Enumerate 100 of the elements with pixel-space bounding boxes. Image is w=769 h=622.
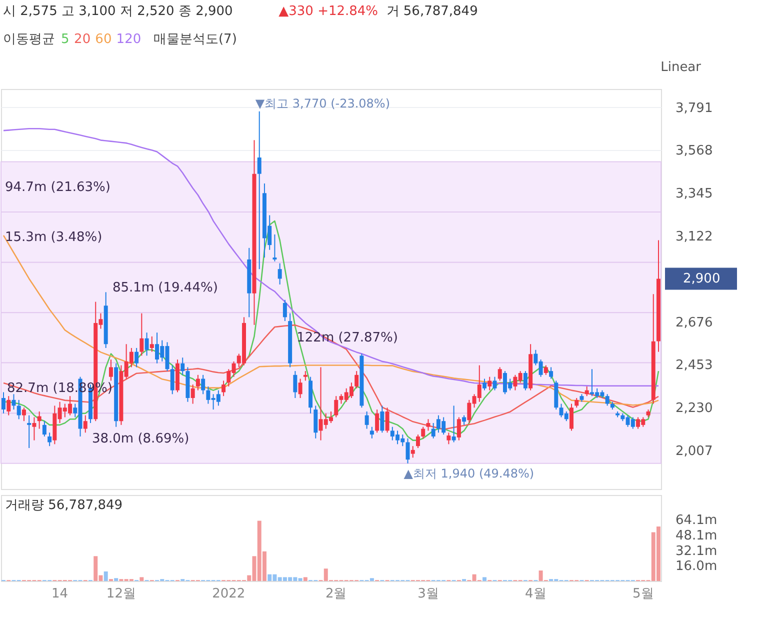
text: 60 xyxy=(95,32,112,47)
candlestick xyxy=(108,359,113,382)
x-tick-label: 3월 xyxy=(418,586,439,602)
candlestick xyxy=(150,336,154,352)
text: 거 56,787,849 xyxy=(386,4,478,19)
y-tick-label: 3,568 xyxy=(676,144,713,159)
candlestick xyxy=(282,299,287,322)
x-tick-label: 2022 xyxy=(212,586,246,602)
candlestick xyxy=(431,422,436,439)
text: 5 xyxy=(61,32,70,47)
candlestick xyxy=(12,394,16,410)
candlestick xyxy=(170,364,174,395)
y-tick-label: 2,676 xyxy=(676,315,713,330)
candlestick xyxy=(605,394,610,406)
candlestick xyxy=(278,262,282,285)
annotation: ▼최고 3,770 (-23.08%) xyxy=(255,96,390,110)
candlestick xyxy=(549,366,554,380)
candlestick xyxy=(426,418,430,432)
text: Linear xyxy=(660,60,702,75)
y-tick-label: 48.1m xyxy=(676,528,718,544)
candlestick xyxy=(16,399,21,420)
candlestick xyxy=(375,409,380,434)
y-tick-label: 3,122 xyxy=(676,229,713,244)
ref-line-label: 2,900 xyxy=(683,272,720,287)
candlestick xyxy=(293,370,298,398)
candlestick xyxy=(574,397,579,408)
x-tick-label: 2월 xyxy=(325,586,347,602)
text: ▲330 +12.84% xyxy=(278,4,378,19)
candlestick xyxy=(544,364,548,376)
candlestick xyxy=(144,332,149,356)
bar xyxy=(140,577,144,581)
candlestick xyxy=(22,407,26,422)
candlestick xyxy=(364,410,369,430)
bar xyxy=(482,577,487,581)
candlestick xyxy=(42,420,46,437)
text: 120 xyxy=(116,32,142,47)
x-tick-label: 4월 xyxy=(525,586,546,602)
candlestick xyxy=(37,410,42,430)
candlestick xyxy=(140,312,144,356)
candlestick xyxy=(462,414,466,426)
x-tick-label: 14 xyxy=(52,586,68,602)
candlestick xyxy=(354,370,359,389)
candlestick xyxy=(370,426,374,439)
candlestick xyxy=(32,416,36,441)
candlestick xyxy=(272,234,277,262)
candlestick xyxy=(498,366,502,382)
band-label: 94.7m (21.63%) xyxy=(5,180,110,195)
band-label: 38.0m (8.69%) xyxy=(92,431,190,446)
candlestick xyxy=(334,396,338,418)
y-tick-label: 2,453 xyxy=(676,358,713,374)
candlestick xyxy=(2,392,6,414)
candlestick xyxy=(201,374,206,395)
y-tick-label: 2,230 xyxy=(676,401,713,416)
candlestick xyxy=(385,407,390,434)
text: 20 xyxy=(74,32,91,47)
candlestick xyxy=(314,405,318,439)
candlestick xyxy=(196,374,200,391)
candlestick xyxy=(523,370,528,391)
candlestick xyxy=(134,347,139,368)
candlestick xyxy=(488,376,492,391)
y-tick-label: 64.1m xyxy=(676,513,718,528)
candlestick xyxy=(27,414,32,449)
candlestick xyxy=(180,357,185,376)
chart-title: 거래량 56,787,849 xyxy=(5,498,123,513)
y-tick-label: 2,007 xyxy=(676,444,713,460)
bar xyxy=(104,571,108,581)
candlestick xyxy=(83,414,88,434)
candlestick xyxy=(456,416,461,441)
candlestick xyxy=(410,446,415,458)
x-tick-label: 5월 xyxy=(632,586,654,602)
annotation: ▲최저 1,940 (49.48%) xyxy=(404,466,534,480)
chart-title: 시 2,575 고 3,100 저 2,520 종 2,900 xyxy=(3,4,233,19)
candlestick xyxy=(482,378,487,391)
band-label: 85.1m (19.44%) xyxy=(112,280,218,296)
candlestick xyxy=(380,405,384,434)
x-tick-label: 12월 xyxy=(106,586,136,602)
candlestick xyxy=(416,434,420,449)
y-tick-label: 32.1m xyxy=(676,544,718,559)
bar xyxy=(114,578,118,581)
band-label: 15.3m (3.48%) xyxy=(5,230,102,246)
y-tick-label: 3,345 xyxy=(676,186,713,202)
candlestick xyxy=(452,405,456,443)
candlestick xyxy=(298,378,302,398)
candlestick xyxy=(421,426,426,439)
candlestick xyxy=(303,370,308,382)
y-tick-label: 3,791 xyxy=(676,100,713,116)
candlestick xyxy=(48,432,52,447)
candlestick xyxy=(257,110,262,270)
candlestick xyxy=(406,438,410,464)
bar xyxy=(303,577,308,581)
candlestick xyxy=(584,386,589,397)
legend-title: 이동평균 xyxy=(3,32,55,47)
candlestick xyxy=(492,376,497,391)
y-tick-label: 16.0m xyxy=(676,559,718,574)
candlestick xyxy=(446,432,451,445)
candlestick xyxy=(190,384,195,404)
candlestick xyxy=(570,403,574,432)
text: 매물분석도(7) xyxy=(153,32,237,47)
candlestick xyxy=(222,380,226,397)
candlestick xyxy=(6,396,11,416)
